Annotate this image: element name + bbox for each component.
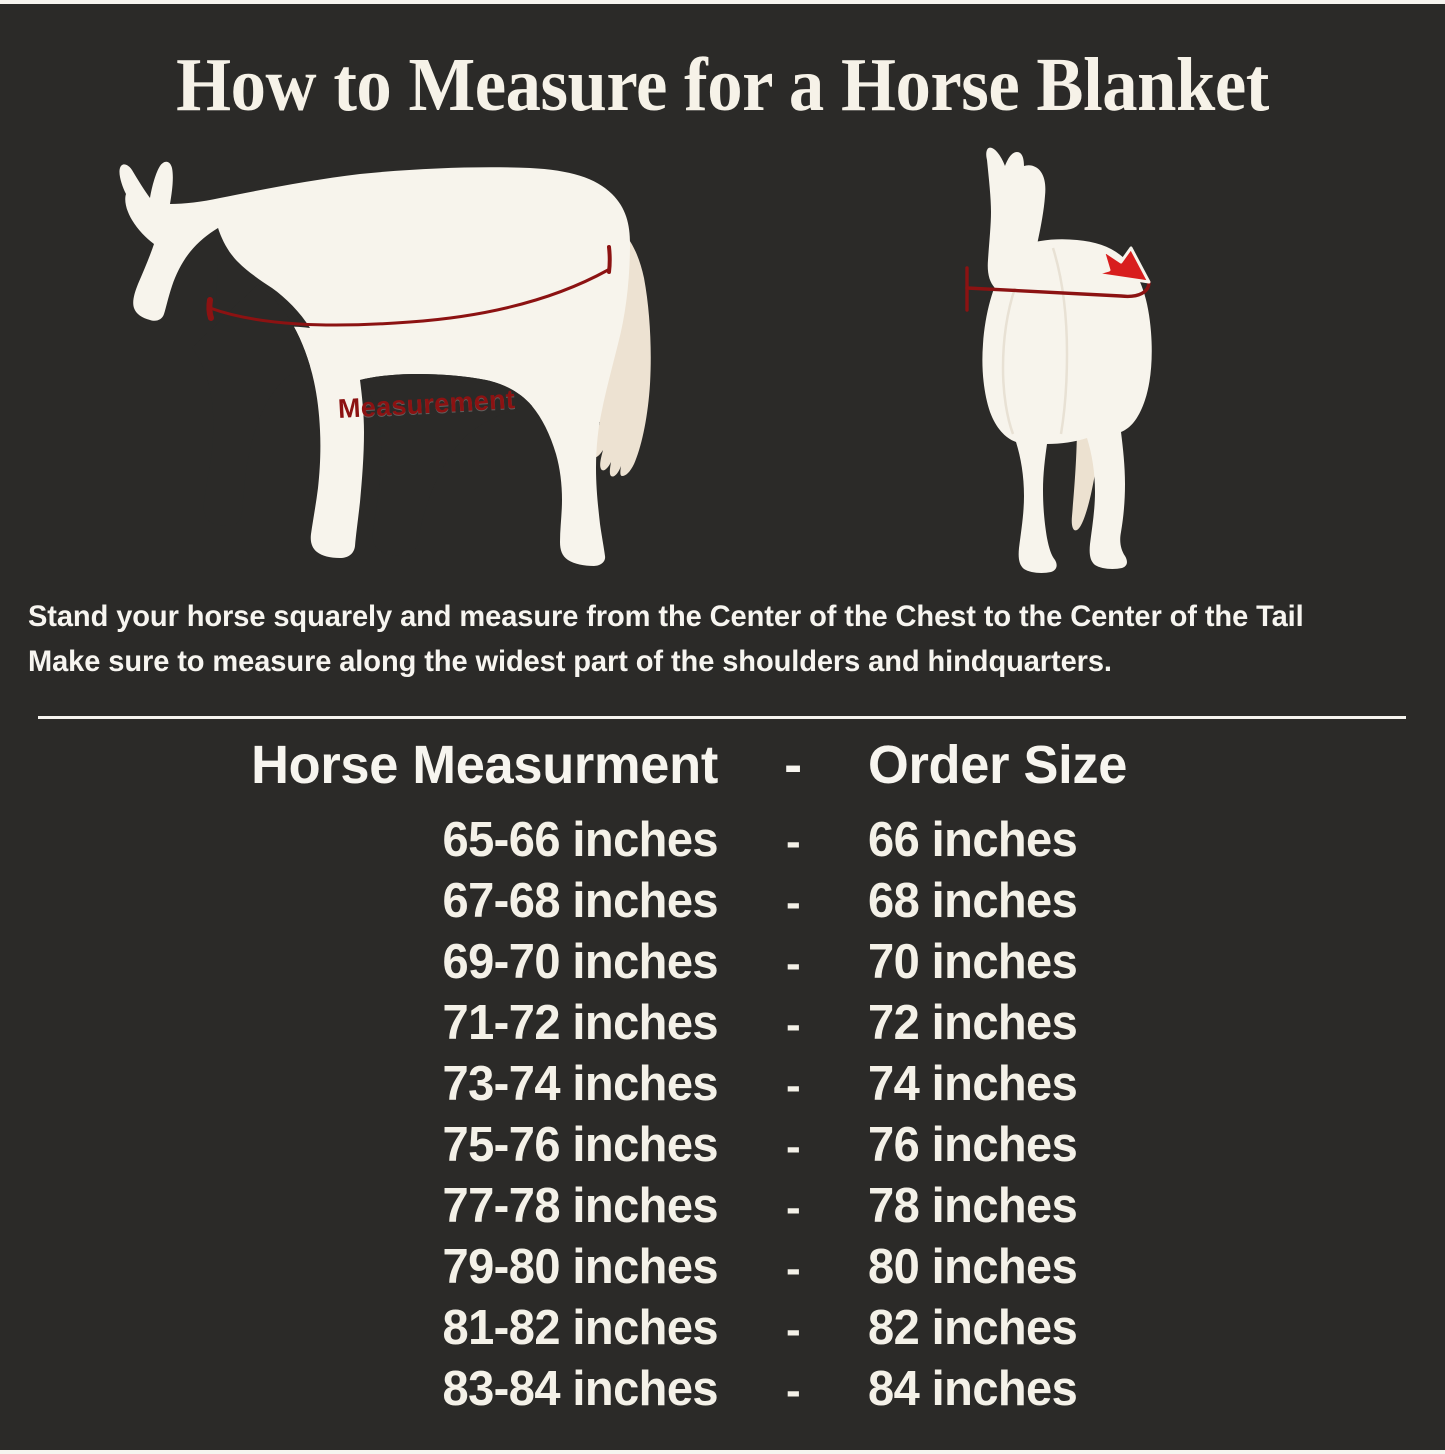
rear-measurement-line bbox=[965, 280, 1151, 299]
header-dash: - bbox=[784, 735, 802, 795]
cell-dash: - bbox=[785, 1061, 801, 1110]
rear-contour-left bbox=[1001, 287, 1017, 435]
cell-dash: - bbox=[785, 1183, 801, 1232]
cell-measurement: 69-70 inches bbox=[442, 935, 719, 989]
top-edge-strip bbox=[0, 0, 1445, 4]
cell-dash: - bbox=[785, 1000, 801, 1049]
table-row: 71-72 inches - 72 inches bbox=[0, 995, 1445, 1056]
cell-measurement: 81-82 inches bbox=[442, 1301, 719, 1355]
horse-body-shape bbox=[119, 161, 631, 566]
header-measurement-label: Horse Measurment bbox=[251, 735, 718, 795]
instructions-block: Stand your horse squarely and measure fr… bbox=[28, 594, 1407, 684]
cell-measurement: 75-76 inches bbox=[442, 1118, 719, 1172]
measurement-start-tick bbox=[206, 297, 214, 321]
cell-measurement: 65-66 inches bbox=[442, 813, 719, 867]
cell-order-size: 82 inches bbox=[868, 1301, 1078, 1355]
rear-contour-center bbox=[1051, 247, 1069, 435]
horse-rear-view-icon bbox=[965, 147, 1152, 573]
cell-order-size: 76 inches bbox=[868, 1118, 1078, 1172]
cell-measurement: 79-80 inches bbox=[442, 1240, 719, 1294]
table-row: 73-74 inches - 74 inches bbox=[0, 1056, 1445, 1117]
cell-dash: - bbox=[785, 1366, 801, 1415]
section-divider bbox=[38, 716, 1406, 719]
rear-measurement-arrowhead-icon bbox=[1093, 246, 1151, 284]
table-row: 79-80 inches - 80 inches bbox=[0, 1239, 1445, 1300]
instructions-line-1: Stand your horse squarely and measure fr… bbox=[28, 600, 1304, 633]
horse-tail-shape bbox=[590, 220, 651, 477]
horse-side-view-icon bbox=[119, 161, 651, 566]
cell-measurement: 83-84 inches bbox=[442, 1362, 719, 1416]
table-row: 75-76 inches - 76 inches bbox=[0, 1117, 1445, 1178]
cell-measurement: 71-72 inches bbox=[442, 996, 719, 1050]
table-row: 69-70 inches - 70 inches bbox=[0, 934, 1445, 995]
rear-body-shape bbox=[982, 239, 1152, 573]
table-row: 65-66 inches - 66 inches bbox=[0, 812, 1445, 873]
cell-dash: - bbox=[785, 878, 801, 927]
cell-order-size: 78 inches bbox=[868, 1179, 1078, 1233]
table-header-row: Horse Measurment - Order Size bbox=[0, 734, 1445, 812]
table-row: 77-78 inches - 78 inches bbox=[0, 1178, 1445, 1239]
cell-order-size: 74 inches bbox=[868, 1057, 1078, 1111]
horse-illustration-area: Measurement bbox=[0, 128, 1445, 578]
size-chart-table: Horse Measurment - Order Size 65-66 inch… bbox=[0, 734, 1445, 1422]
table-row: 83-84 inches - 84 inches bbox=[0, 1361, 1445, 1422]
cell-order-size: 66 inches bbox=[868, 813, 1078, 867]
cell-dash: - bbox=[785, 1305, 801, 1354]
cell-measurement: 67-68 inches bbox=[442, 874, 719, 928]
cell-order-size: 70 inches bbox=[868, 935, 1078, 989]
cell-order-size: 80 inches bbox=[868, 1240, 1078, 1294]
measurement-line bbox=[208, 268, 610, 327]
cell-order-size: 68 inches bbox=[868, 874, 1078, 928]
header-order-size-label: Order Size bbox=[868, 735, 1128, 795]
cell-order-size: 84 inches bbox=[868, 1362, 1078, 1416]
cell-measurement: 73-74 inches bbox=[442, 1057, 719, 1111]
measurement-end-tick bbox=[607, 245, 612, 274]
page-title: How to Measure for a Horse Blanket bbox=[176, 43, 1269, 127]
cell-dash: - bbox=[785, 1244, 801, 1293]
horse-hind-negative-space bbox=[360, 374, 532, 556]
instructions-line-2: Make sure to measure along the widest pa… bbox=[28, 645, 1112, 678]
cell-dash: - bbox=[785, 817, 801, 866]
cell-measurement: 77-78 inches bbox=[442, 1179, 719, 1233]
horse-front-negative-space bbox=[192, 284, 310, 526]
cell-dash: - bbox=[785, 939, 801, 988]
table-row: 67-68 inches - 68 inches bbox=[0, 873, 1445, 934]
table-row: 81-82 inches - 82 inches bbox=[0, 1300, 1445, 1361]
cell-dash: - bbox=[785, 1122, 801, 1171]
bottom-edge-strip bbox=[0, 1450, 1445, 1454]
cell-order-size: 72 inches bbox=[868, 996, 1078, 1050]
